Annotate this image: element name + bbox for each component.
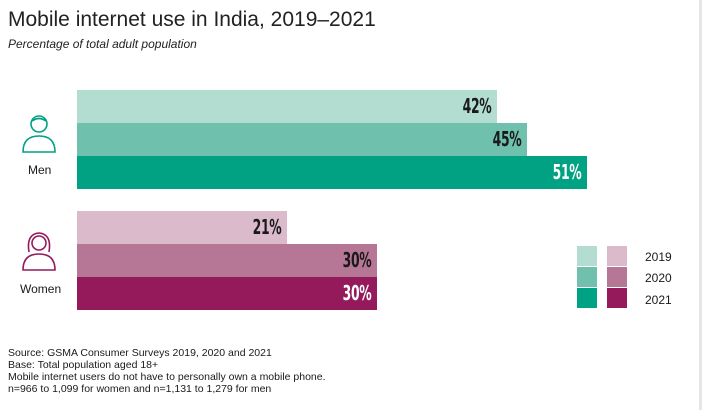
bar-men-2020: 45% xyxy=(77,123,527,156)
legend-swatch-women-2019 xyxy=(607,246,627,266)
bar-women-2021: 30% xyxy=(77,277,377,310)
legend-label-2019: 2019 xyxy=(645,250,672,264)
man-outline-icon xyxy=(20,112,58,154)
legend-label-2021: 2021 xyxy=(645,293,672,307)
legend-swatch-women-2021 xyxy=(607,288,627,308)
chart-subtitle: Percentage of total adult population xyxy=(8,37,197,51)
chart-title: Mobile internet use in India, 2019–2021 xyxy=(8,8,376,32)
legend-swatch-men-2021 xyxy=(577,288,597,308)
bar-value-label: 21% xyxy=(252,211,281,244)
footnote-sample-size: n=966 to 1,099 for women and n=1,131 to … xyxy=(8,383,271,395)
bar-men-2019: 42% xyxy=(77,90,497,123)
bar-men-2021: 51% xyxy=(77,156,587,189)
footnote-source: Source: GSMA Consumer Surveys 2019, 2020… xyxy=(8,347,272,359)
footnote-base: Base: Total population aged 18+ xyxy=(8,359,158,371)
bar-women-2020: 30% xyxy=(77,244,377,277)
legend-swatch-men-2020 xyxy=(577,267,597,287)
bar-value-label: 51% xyxy=(552,156,581,189)
bar-women-2019: 21% xyxy=(77,211,287,244)
bar-value-label: 42% xyxy=(462,90,491,123)
legend-swatch-men-2019 xyxy=(577,246,597,266)
bar-value-label: 45% xyxy=(492,123,521,156)
group-label-women: Women xyxy=(20,282,61,296)
group-label-men: Men xyxy=(28,163,51,177)
bar-value-label: 30% xyxy=(342,277,371,310)
bar-value-label: 30% xyxy=(342,244,371,277)
legend-label-2020: 2020 xyxy=(645,271,672,285)
footnote-definition: Mobile internet users do not have to per… xyxy=(8,371,326,383)
woman-outline-icon xyxy=(20,228,58,272)
legend-swatch-women-2020 xyxy=(607,267,627,287)
